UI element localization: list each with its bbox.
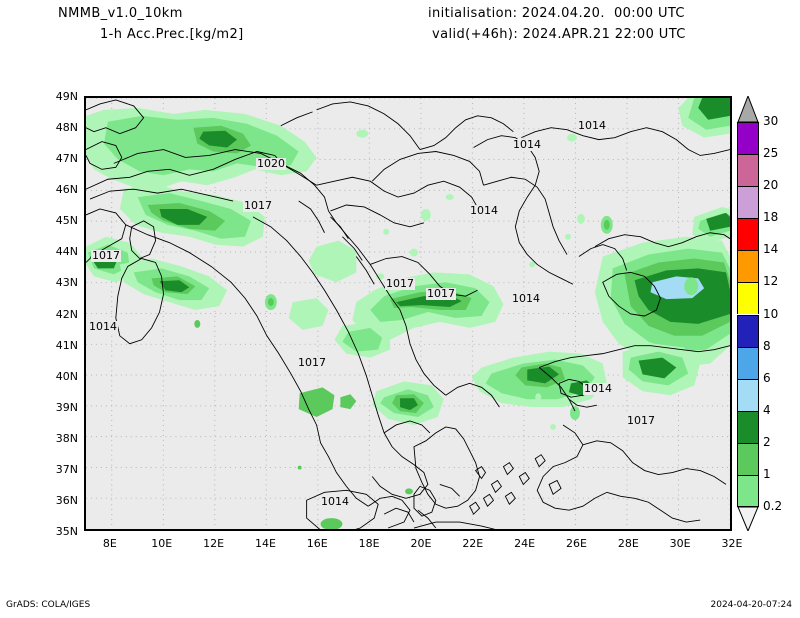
colorbar-segment[interactable] (737, 186, 759, 219)
isobar-label-1014-sicily: 1014 (320, 495, 350, 508)
lat-tick-label: 41N (55, 338, 78, 352)
field-title: 1-h Acc.Prec.[kg/m2] (100, 27, 244, 42)
colorbar-tick-label: 6 (763, 370, 771, 385)
colorbar-tick-label: 0.2 (763, 499, 783, 513)
valid-time: valid(+46h): 2024.APR.21 22:00 UTC (432, 27, 686, 42)
colorbar-bottom-cap (737, 506, 759, 533)
colorbar-segment[interactable] (737, 250, 759, 283)
isobar-label-1017-balkan: 1017 (426, 287, 456, 300)
lat-tick-label: 35N (55, 525, 78, 538)
footer-timestamp: 2024-04-20-07:24 (710, 600, 793, 610)
isobar-label-1014-aegean: 1014 (583, 382, 613, 395)
lat-tick-label: 36N (55, 493, 78, 507)
lat-tick-label: 40N (55, 369, 78, 383)
lat-tick-label: 38N (55, 431, 78, 445)
isobar-label-1017-liguria: 1017 (91, 249, 121, 262)
lat-tick-label: 37N (55, 462, 78, 476)
footer-credit: GrADS: COLA/IGES (6, 600, 91, 610)
lon-tick-label: 32E (721, 537, 743, 550)
colorbar-tick-label: 20 (763, 178, 779, 193)
colorbar-tick-label: 25 (763, 146, 779, 161)
lon-tick-label: 16E (306, 537, 328, 550)
lat-tick-label: 49N (55, 90, 78, 103)
lat-tick-label: 43N (55, 276, 78, 290)
lon-tick-label: 28E (617, 537, 639, 550)
isobar-label-1014-ukraine: 1014 (577, 119, 607, 132)
colorbar-segment[interactable] (737, 282, 759, 315)
colorbar-tick-label: 30 (763, 114, 779, 128)
colorbar-tick-label: 12 (763, 274, 779, 289)
lon-tick-label: 20E (410, 537, 432, 550)
isobar-label-1017-adriatic: 1017 (385, 277, 415, 290)
lon-tick-label: 14E (254, 537, 276, 550)
lon-tick-label: 8E (102, 537, 117, 550)
colorbar-segment[interactable] (737, 442, 759, 475)
colorbar-tick-label: 10 (763, 306, 779, 321)
colorbar[interactable] (737, 94, 759, 533)
colorbar-segment[interactable] (737, 154, 759, 187)
colorbar-tick-label: 1 (763, 466, 771, 481)
colorbar-segment[interactable] (737, 314, 759, 347)
lat-tick-label: 42N (55, 307, 78, 321)
lon-tick-label: 12E (203, 537, 225, 550)
colorbar-segment[interactable] (737, 122, 759, 155)
lon-tick-label: 18E (358, 537, 380, 550)
lat-tick-label: 47N (55, 152, 78, 166)
model-title: NMMB_v1.0_10km (58, 6, 183, 21)
colorbar-segment[interactable] (737, 474, 759, 507)
colorbar-top-cap (737, 94, 759, 123)
isobar-label-1017-tyrrhenian: 1017 (297, 356, 327, 369)
isobar-label-1017-turkey: 1017 (626, 414, 656, 427)
lat-tick-label: 48N (55, 121, 78, 135)
colorbar-segment[interactable] (737, 346, 759, 379)
colorbar-segment[interactable] (737, 410, 759, 443)
lon-tick-label: 24E (514, 537, 536, 550)
colorbar-tick-label: 18 (763, 210, 779, 225)
map-svg (86, 98, 730, 529)
lon-tick-label: 26E (565, 537, 587, 550)
colorbar-tick-label: 8 (763, 338, 771, 353)
lat-tick-label: 44N (55, 245, 78, 259)
colorbar-tick-label: 14 (763, 242, 779, 257)
colorbar-tick-label: 4 (763, 402, 771, 417)
colorbar-segment[interactable] (737, 218, 759, 251)
lon-tick-label: 10E (151, 537, 173, 550)
coastlines-and-borders (86, 99, 730, 529)
isobar-label-1020: 1020 (256, 157, 286, 170)
isobar-label-1017-alps: 1017 (243, 199, 273, 212)
lat-tick-label: 39N (55, 400, 78, 414)
isobar-label-1014-corsica: 1014 (88, 320, 118, 333)
isobar-label-1014-romania: 1014 (469, 204, 499, 217)
colorbar-segment[interactable] (737, 378, 759, 411)
lon-tick-label: 30E (669, 537, 691, 550)
isobar-label-1014-bulgaria: 1014 (511, 292, 541, 305)
lat-tick-label: 45N (55, 214, 78, 228)
colorbar-tick-label: 2 (763, 434, 771, 449)
initialisation-time: initialisation: 2024.04.20. 00:00 UTC (428, 6, 685, 21)
lon-tick-label: 22E (462, 537, 484, 550)
isobar-label-1014-hungary: 1014 (512, 138, 542, 151)
lat-tick-label: 46N (55, 183, 78, 197)
map-plot-area[interactable]: 1020 1017 1017 1014 1017 1017 1017 1014 … (84, 96, 732, 531)
